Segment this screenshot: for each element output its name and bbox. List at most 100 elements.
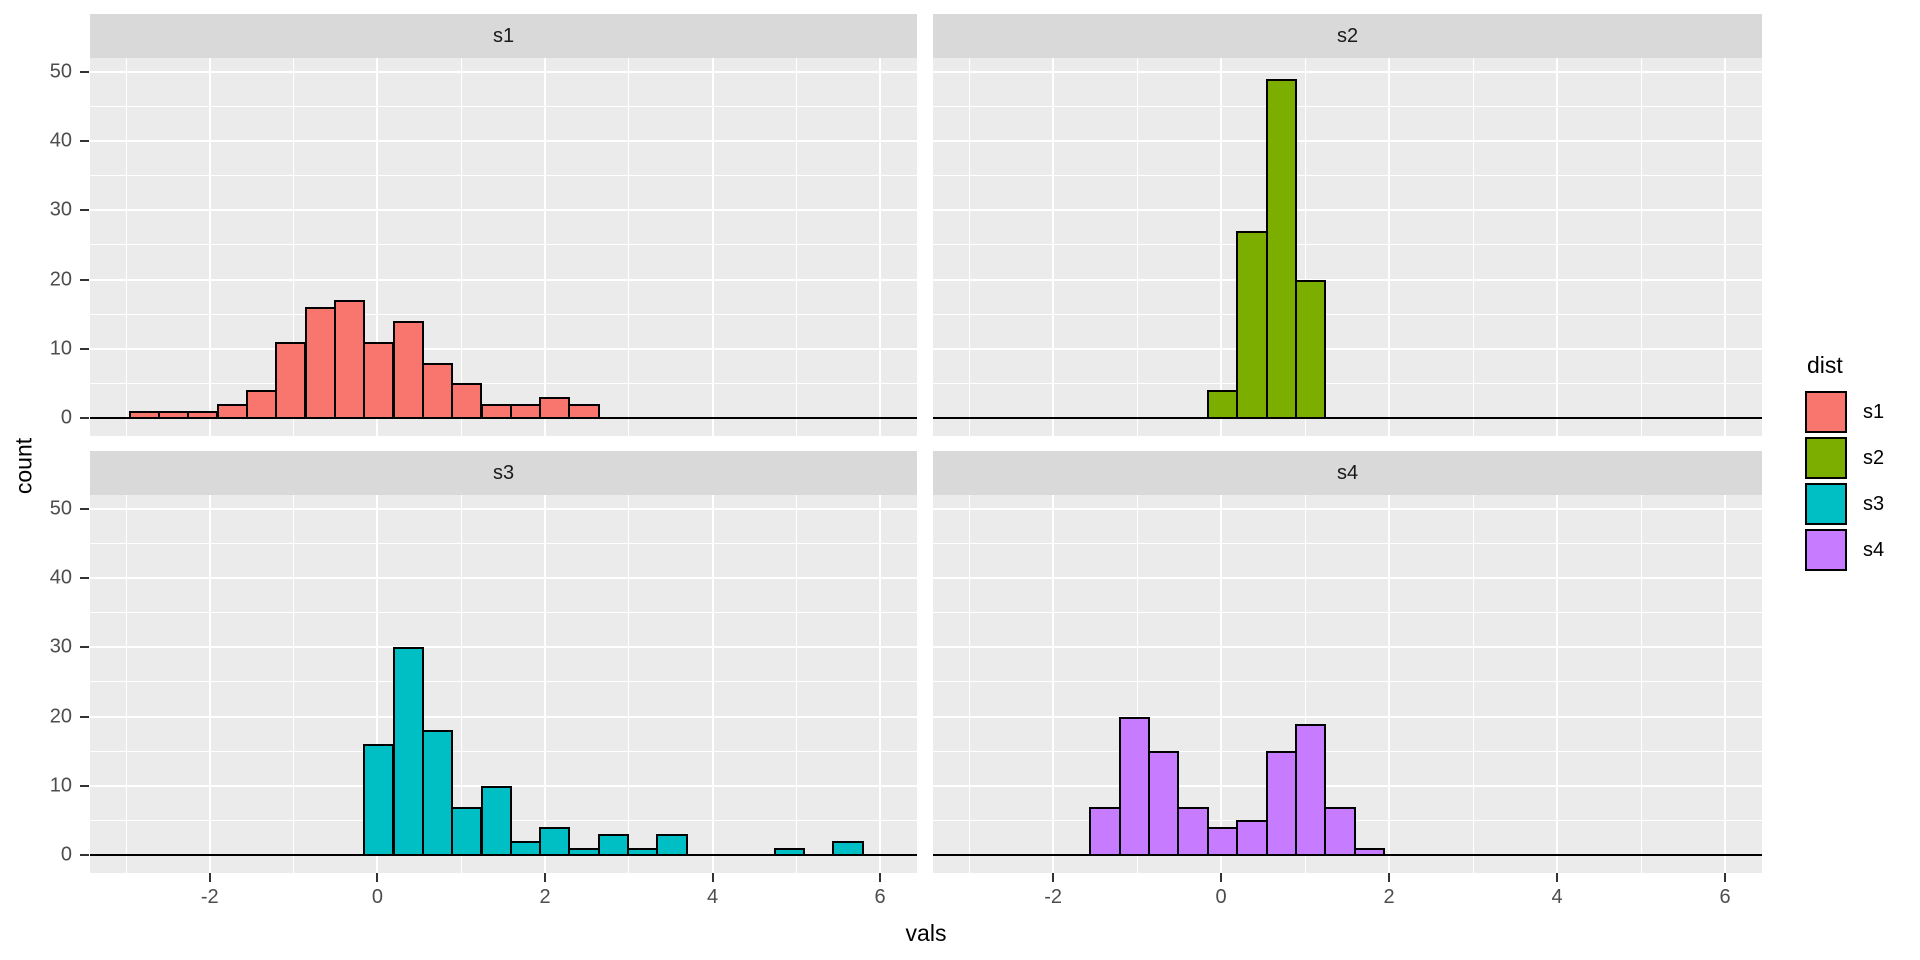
- histogram-bar-s4: [1206, 827, 1239, 856]
- major-gridline-y: [933, 209, 1762, 212]
- y-axis-tick-label: 0: [60, 843, 72, 866]
- zero-baseline: [933, 417, 1762, 419]
- histogram-bar-s1: [421, 362, 454, 419]
- minor-gridline-x: [125, 58, 127, 436]
- major-gridline-y: [90, 70, 917, 73]
- x-axis-tick: [376, 873, 379, 882]
- histogram-bar-s2: [1206, 390, 1239, 419]
- minor-gridline-x: [968, 58, 970, 436]
- minor-gridline-y: [933, 681, 1762, 683]
- major-gridline-y: [933, 646, 1762, 649]
- y-axis-tick: [80, 854, 89, 856]
- histogram-bar-s3: [509, 841, 542, 856]
- x-axis-tick: [1220, 873, 1223, 882]
- histogram-bar-s4: [1177, 806, 1209, 856]
- major-gridline-x: [1388, 58, 1391, 436]
- facet-strip-label: s2: [1336, 24, 1359, 47]
- major-gridline-x: [1556, 58, 1559, 436]
- y-axis-tick: [80, 347, 89, 350]
- histogram-bar-s4: [1148, 751, 1180, 856]
- major-gridline-y: [90, 577, 917, 580]
- minor-gridline-x: [1472, 58, 1474, 436]
- histogram-bar-s3: [421, 730, 454, 856]
- legend-entry-label: s1: [1863, 400, 1885, 423]
- minor-gridline-x: [293, 495, 295, 873]
- major-gridline-y: [90, 715, 917, 718]
- major-gridline-x: [544, 58, 546, 436]
- legend-entry-s4: s4: [1805, 529, 1884, 571]
- y-axis-tick-label: 50: [49, 60, 72, 83]
- histogram-bar-s1: [480, 404, 512, 419]
- legend-key-swatch-s1: [1805, 391, 1847, 433]
- minor-gridline-y: [90, 244, 917, 246]
- x-axis-tick: [1052, 873, 1055, 882]
- minor-gridline-x: [1472, 495, 1474, 873]
- major-gridline-x: [376, 58, 379, 436]
- x-axis-tick-label: 6: [1719, 886, 1731, 908]
- minor-gridline-y: [90, 543, 917, 544]
- histogram-bar-s4: [1353, 848, 1386, 856]
- histogram-bar-s2: [1295, 279, 1327, 419]
- major-gridline-y: [933, 140, 1762, 143]
- minor-gridline-x: [1304, 495, 1306, 873]
- legend-entry-label: s2: [1863, 446, 1885, 469]
- y-axis-tick-label: 20: [49, 705, 72, 727]
- minor-gridline-y: [90, 612, 917, 614]
- major-gridline-x: [711, 495, 714, 873]
- histogram-bar-s1: [187, 411, 219, 419]
- major-gridline-x: [879, 495, 882, 873]
- x-axis-tick: [208, 873, 211, 882]
- y-axis-tick-label: 40: [49, 129, 72, 152]
- histogram-bar-s1: [363, 341, 395, 419]
- histogram-bar-s1: [568, 404, 600, 419]
- histogram-bar-s1: [539, 397, 571, 419]
- minor-gridline-x: [628, 495, 630, 873]
- facet-strip-label: s1: [492, 24, 515, 47]
- legend-entry-s2: s2: [1805, 437, 1884, 479]
- minor-gridline-y: [90, 750, 917, 752]
- major-gridline-x: [208, 495, 211, 873]
- histogram-bar-s3: [539, 827, 571, 856]
- major-gridline-x: [544, 495, 546, 873]
- histogram-bar-s1: [304, 307, 336, 419]
- legend-entries: s1 s2 s3 s4: [1805, 391, 1884, 571]
- y-axis-tick: [80, 209, 89, 212]
- histogram-bar-s3: [627, 848, 659, 856]
- minor-gridline-y: [933, 382, 1762, 384]
- x-axis-tick: [544, 873, 546, 882]
- major-gridline-x: [1052, 495, 1055, 873]
- major-gridline-y: [933, 347, 1762, 350]
- minor-gridline-y: [90, 382, 917, 384]
- y-axis-tick: [80, 140, 89, 143]
- y-axis-tick: [80, 784, 89, 787]
- legend-key-swatch-s4: [1805, 529, 1847, 571]
- minor-gridline-x: [1640, 58, 1642, 436]
- histogram-bar-s2: [1265, 78, 1297, 419]
- major-gridline-y: [933, 784, 1762, 787]
- histogram-bar-s1: [216, 404, 248, 419]
- major-gridline-y: [90, 347, 917, 350]
- major-gridline-x: [711, 58, 714, 436]
- panel-s3: [90, 495, 917, 873]
- x-axis-tick: [1556, 873, 1559, 882]
- major-gridline-x: [1052, 58, 1055, 436]
- histogram-bar-s4: [1324, 806, 1356, 856]
- histogram-bar-s3: [363, 744, 395, 856]
- histogram-bar-s4: [1265, 751, 1297, 856]
- histogram-bar-s3: [568, 848, 600, 856]
- minor-gridline-x: [293, 58, 295, 436]
- facet-strip-s3: s3: [90, 451, 917, 495]
- y-axis-tick-label: 30: [49, 198, 72, 221]
- histogram-bar-s3: [832, 841, 864, 856]
- minor-gridline-y: [90, 175, 917, 177]
- major-gridline-x: [1556, 495, 1559, 873]
- legend-key-swatch-s2: [1805, 437, 1847, 479]
- minor-gridline-x: [1136, 495, 1138, 873]
- legend-entry-label: s3: [1863, 492, 1885, 515]
- x-axis-tick: [879, 873, 882, 882]
- histogram-bar-s4: [1089, 806, 1121, 856]
- x-axis-tick-label: 2: [1383, 886, 1395, 908]
- major-gridline-x: [1388, 495, 1391, 873]
- minor-gridline-x: [968, 495, 970, 873]
